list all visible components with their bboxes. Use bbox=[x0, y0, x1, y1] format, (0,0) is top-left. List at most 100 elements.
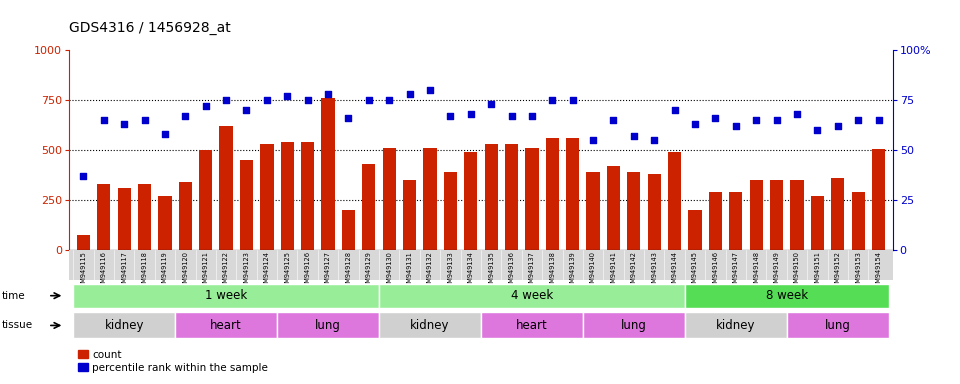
Text: GSM949134: GSM949134 bbox=[468, 251, 474, 291]
Point bbox=[443, 113, 458, 119]
Bar bbox=[199, 150, 212, 250]
Bar bbox=[525, 148, 539, 250]
Point bbox=[809, 127, 825, 133]
Point bbox=[769, 117, 784, 123]
Bar bbox=[280, 142, 294, 250]
Bar bbox=[73, 283, 379, 308]
Bar bbox=[627, 172, 640, 250]
Bar bbox=[684, 283, 889, 308]
Bar bbox=[831, 178, 845, 250]
Bar bbox=[684, 313, 787, 338]
Bar bbox=[505, 144, 518, 250]
Text: GSM949136: GSM949136 bbox=[509, 251, 515, 291]
Point bbox=[586, 137, 601, 143]
Text: tissue: tissue bbox=[2, 320, 33, 331]
Text: GSM949138: GSM949138 bbox=[549, 251, 555, 291]
Bar bbox=[648, 174, 660, 250]
Text: lung: lung bbox=[825, 319, 851, 332]
Bar bbox=[117, 188, 131, 250]
Bar bbox=[607, 166, 620, 250]
Text: GSM949151: GSM949151 bbox=[814, 251, 821, 291]
Point bbox=[463, 111, 478, 117]
Legend: count, percentile rank within the sample: count, percentile rank within the sample bbox=[74, 346, 272, 377]
Bar bbox=[73, 313, 175, 338]
Bar bbox=[379, 313, 481, 338]
Bar bbox=[688, 210, 702, 250]
Point bbox=[504, 113, 519, 119]
Text: GSM949123: GSM949123 bbox=[244, 251, 250, 291]
Text: GSM949139: GSM949139 bbox=[569, 251, 576, 291]
Point bbox=[300, 97, 315, 103]
Text: kidney: kidney bbox=[716, 319, 756, 332]
Text: GSM949116: GSM949116 bbox=[101, 251, 107, 291]
Point bbox=[484, 101, 499, 107]
Bar bbox=[342, 210, 355, 250]
Bar bbox=[138, 184, 151, 250]
Bar bbox=[158, 196, 172, 250]
Point bbox=[422, 87, 438, 93]
Text: lung: lung bbox=[315, 319, 341, 332]
Text: GSM949145: GSM949145 bbox=[692, 251, 698, 291]
Bar bbox=[730, 192, 742, 250]
Bar bbox=[750, 180, 763, 250]
Text: GDS4316 / 1456928_at: GDS4316 / 1456928_at bbox=[69, 21, 230, 35]
Text: GSM949143: GSM949143 bbox=[651, 251, 658, 291]
Point bbox=[708, 115, 723, 121]
Text: GSM949150: GSM949150 bbox=[794, 251, 800, 291]
Bar bbox=[379, 283, 684, 308]
Bar bbox=[787, 313, 889, 338]
Text: GSM949126: GSM949126 bbox=[304, 251, 311, 291]
Text: 4 week: 4 week bbox=[511, 289, 553, 302]
Bar bbox=[277, 313, 379, 338]
Text: GSM949133: GSM949133 bbox=[447, 251, 453, 291]
Bar bbox=[362, 164, 375, 250]
Text: 1 week: 1 week bbox=[205, 289, 248, 302]
Point bbox=[667, 107, 683, 113]
Point bbox=[137, 117, 153, 123]
Bar bbox=[587, 172, 600, 250]
Text: GSM949121: GSM949121 bbox=[203, 251, 208, 291]
Point bbox=[96, 117, 111, 123]
Text: GSM949135: GSM949135 bbox=[488, 251, 494, 291]
Point bbox=[687, 121, 703, 127]
Text: GSM949144: GSM949144 bbox=[672, 251, 678, 291]
Point bbox=[341, 115, 356, 121]
Text: GSM949154: GSM949154 bbox=[876, 251, 881, 291]
Point bbox=[871, 117, 886, 123]
Text: GSM949127: GSM949127 bbox=[325, 251, 331, 291]
Point bbox=[361, 97, 376, 103]
Text: GSM949129: GSM949129 bbox=[366, 251, 372, 291]
Text: GSM949128: GSM949128 bbox=[346, 251, 351, 291]
Text: GSM949141: GSM949141 bbox=[611, 251, 616, 291]
Bar bbox=[545, 138, 559, 250]
Point bbox=[381, 97, 396, 103]
Point bbox=[178, 113, 193, 119]
Text: GSM949125: GSM949125 bbox=[284, 251, 290, 291]
Point bbox=[565, 97, 581, 103]
Point bbox=[728, 123, 743, 129]
Text: GSM949152: GSM949152 bbox=[835, 251, 841, 291]
Bar bbox=[566, 138, 579, 250]
Bar bbox=[77, 235, 90, 250]
Point bbox=[76, 173, 91, 179]
Point bbox=[789, 111, 804, 117]
Point bbox=[402, 91, 418, 97]
Bar bbox=[322, 98, 335, 250]
Bar bbox=[770, 180, 783, 250]
Point bbox=[851, 117, 866, 123]
Bar bbox=[708, 192, 722, 250]
Bar bbox=[175, 313, 277, 338]
Text: GSM949137: GSM949137 bbox=[529, 251, 535, 291]
Point bbox=[647, 137, 662, 143]
Bar bbox=[811, 196, 824, 250]
Point bbox=[279, 93, 295, 99]
Point bbox=[830, 123, 846, 129]
Bar bbox=[668, 152, 682, 250]
Text: GSM949149: GSM949149 bbox=[774, 251, 780, 291]
Text: GSM949120: GSM949120 bbox=[182, 251, 188, 291]
Text: GSM949130: GSM949130 bbox=[386, 251, 393, 291]
Bar bbox=[464, 152, 477, 250]
Text: GSM949118: GSM949118 bbox=[141, 251, 148, 291]
Bar bbox=[423, 148, 437, 250]
Point bbox=[544, 97, 560, 103]
